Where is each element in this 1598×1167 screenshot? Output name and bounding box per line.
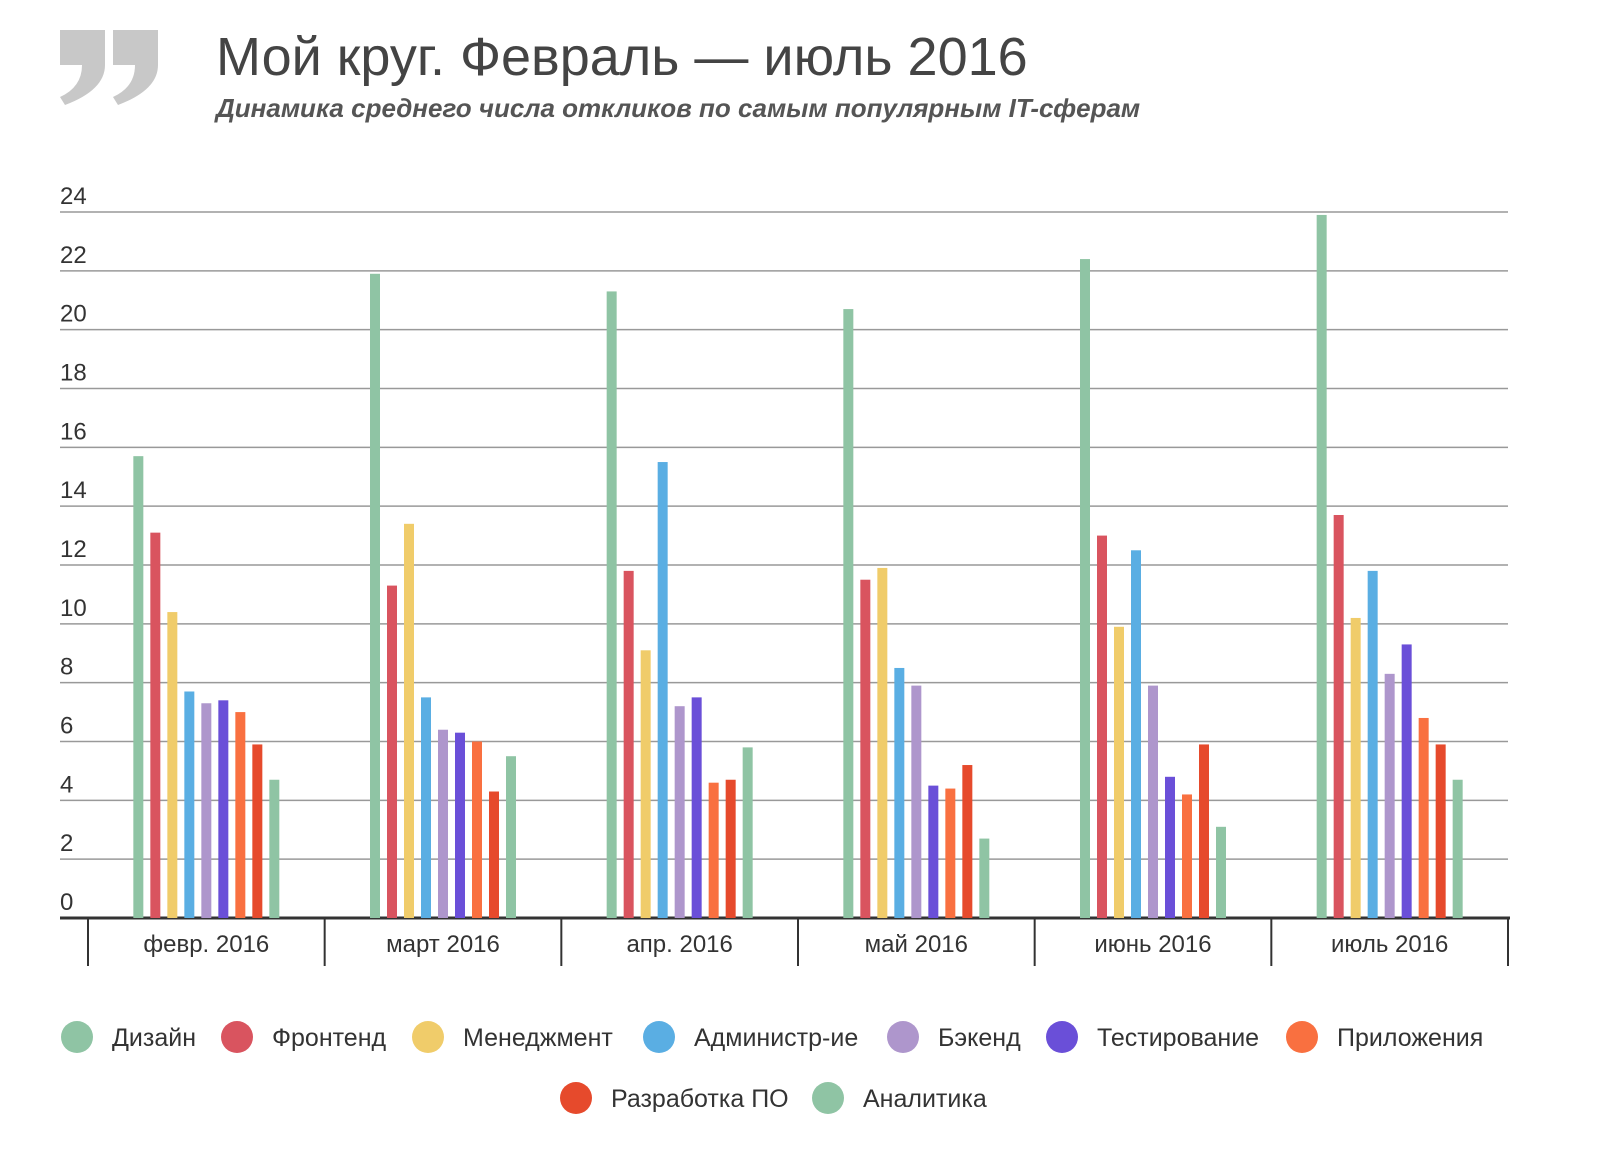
- bar: [962, 765, 973, 918]
- bar: [404, 523, 414, 918]
- bar: [691, 697, 702, 918]
- bar: [455, 732, 465, 918]
- bar: [472, 741, 482, 918]
- quote-icon: [60, 30, 158, 105]
- y-tick-label: 18: [60, 360, 87, 387]
- legend-marker: [643, 1021, 675, 1053]
- bar: [218, 700, 229, 918]
- bar: [742, 747, 753, 918]
- bar: [606, 291, 617, 918]
- bar: [894, 667, 905, 918]
- legend-marker: [412, 1021, 444, 1053]
- chart-subtitle: Динамика среднего числа откликов по самы…: [214, 93, 1140, 123]
- bar: [235, 712, 246, 918]
- bar: [133, 456, 144, 918]
- bar: [184, 691, 195, 918]
- bar: [370, 273, 380, 918]
- bar: [438, 729, 448, 918]
- bar: [269, 779, 280, 918]
- bar: [167, 612, 178, 918]
- bar: [1316, 214, 1327, 919]
- bar: [1367, 570, 1378, 918]
- legend-marker: [1046, 1021, 1078, 1053]
- legend-label: Бэкенд: [938, 1024, 1021, 1052]
- bar: [911, 685, 922, 918]
- x-tick-label: май 2016: [865, 931, 968, 958]
- bar: [1452, 779, 1463, 918]
- bar: [1333, 514, 1344, 918]
- bar: [979, 838, 990, 918]
- bar: [708, 782, 719, 918]
- bar: [1401, 644, 1412, 918]
- x-tick-label: февр. 2016: [143, 931, 269, 958]
- bar: [1165, 776, 1175, 918]
- legend-label: Фронтенд: [272, 1024, 386, 1052]
- bar: [860, 579, 871, 918]
- y-tick-label: 22: [60, 242, 87, 269]
- y-tick-label: 4: [60, 771, 73, 798]
- bar: [1350, 617, 1361, 918]
- bar: [1418, 717, 1429, 918]
- bar: [674, 706, 685, 918]
- x-tick-label: июнь 2016: [1094, 931, 1211, 958]
- bar: [657, 462, 668, 918]
- legend-marker: [61, 1021, 93, 1053]
- legend-label: Администр-ие: [694, 1024, 858, 1052]
- legend-marker: [812, 1082, 844, 1114]
- y-tick-label: 14: [60, 477, 87, 504]
- y-tick-label: 24: [60, 183, 87, 210]
- y-tick-label: 16: [60, 418, 87, 445]
- bar: [1097, 535, 1107, 918]
- y-tick-label: 8: [60, 654, 73, 681]
- bar: [252, 744, 263, 918]
- bar: [421, 697, 431, 918]
- bar: [843, 309, 854, 918]
- legend-marker: [887, 1021, 919, 1053]
- bar: [725, 779, 736, 918]
- bar: [1216, 826, 1226, 918]
- legend-label: Дизайн: [112, 1024, 196, 1052]
- bar: [945, 788, 956, 918]
- y-tick-label: 12: [60, 536, 87, 563]
- bar: [1131, 550, 1141, 918]
- bar: [150, 532, 161, 918]
- bar: [1182, 794, 1192, 918]
- bar: [1384, 673, 1395, 918]
- legend-label: Тестирование: [1097, 1024, 1259, 1052]
- y-tick-label: 6: [60, 713, 73, 740]
- bar: [877, 567, 888, 918]
- legend-marker: [560, 1082, 592, 1114]
- legend-marker: [1286, 1021, 1318, 1053]
- x-tick-label: март 2016: [386, 931, 500, 958]
- legend-label: Аналитика: [863, 1085, 987, 1113]
- y-tick-label: 2: [60, 830, 73, 857]
- bar: [623, 570, 634, 918]
- y-tick-label: 10: [60, 595, 87, 622]
- bar: [1114, 626, 1124, 918]
- y-tick-label: 0: [60, 889, 73, 916]
- bar: [1080, 259, 1090, 919]
- bar: [489, 791, 499, 918]
- bar: [640, 650, 651, 918]
- bar: [201, 703, 212, 918]
- x-tick-label: июль 2016: [1331, 931, 1448, 958]
- y-tick-label: 20: [60, 301, 87, 328]
- chart-title: Мой круг. Февраль — июль 2016: [216, 27, 1028, 87]
- bar: [928, 785, 939, 918]
- legend-label: Разработка ПО: [611, 1085, 789, 1113]
- legend-label: Менеджмент: [463, 1024, 613, 1052]
- bar: [1148, 685, 1158, 918]
- x-tick-label: апр. 2016: [626, 931, 732, 958]
- bar: [1435, 744, 1446, 918]
- legend-label: Приложения: [1337, 1024, 1483, 1052]
- bar: [506, 756, 516, 918]
- bar: [1199, 744, 1209, 918]
- legend-marker: [221, 1021, 253, 1053]
- bar: [387, 585, 397, 918]
